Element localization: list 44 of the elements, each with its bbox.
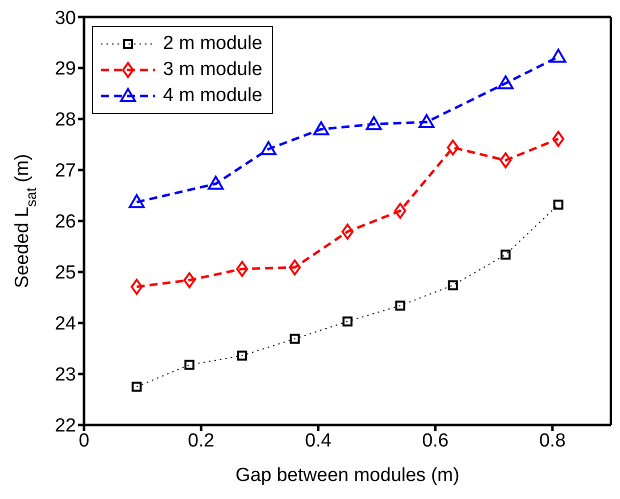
point (130, 278, 143, 295)
y-tick-label: 30 (54, 8, 76, 29)
x-tick-label: 0.2 (188, 430, 214, 452)
point (418, 114, 435, 128)
point (448, 280, 458, 290)
point (288, 259, 301, 276)
point (550, 48, 566, 63)
x-tick-label: 0 (78, 430, 90, 452)
y-tick-label: 24 (54, 314, 76, 335)
y-tick-label: 27 (54, 160, 76, 182)
point (290, 334, 300, 344)
point (260, 141, 276, 156)
point (446, 140, 459, 156)
legend-label: 3 m module (163, 59, 262, 81)
point (500, 250, 511, 260)
y-tick-label: 23 (54, 364, 76, 386)
x-axis-title: Gap between modules (m) (236, 465, 460, 486)
point (132, 382, 142, 392)
point (500, 152, 512, 168)
y-tick-label: 25 (54, 262, 76, 284)
point (236, 260, 248, 277)
point (366, 116, 382, 130)
point (183, 272, 196, 288)
point (395, 300, 406, 311)
y-tick-label: 22 (54, 416, 76, 437)
point (237, 350, 248, 361)
point (342, 224, 354, 240)
legend-label: 2 m module (163, 33, 262, 55)
point (498, 75, 514, 90)
point (342, 316, 352, 326)
point (128, 194, 145, 208)
point (208, 176, 224, 190)
y-tick-label: 26 (54, 212, 76, 233)
x-tick-label: 0.6 (422, 430, 449, 452)
legend-label: 4 m module (163, 85, 262, 107)
point (553, 200, 564, 210)
x-tick-label: 0.4 (305, 430, 332, 452)
y-tick-label: 29 (54, 58, 76, 80)
point (394, 202, 406, 219)
point (184, 360, 194, 370)
point (313, 121, 330, 136)
x-tick-label: 0.8 (539, 430, 566, 452)
point (552, 130, 564, 147)
y-tick-label: 28 (54, 110, 76, 131)
